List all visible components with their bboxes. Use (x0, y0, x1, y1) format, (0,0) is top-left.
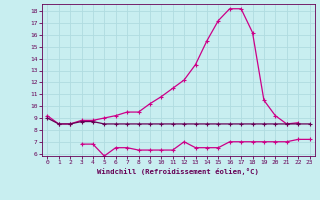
X-axis label: Windchill (Refroidissement éolien,°C): Windchill (Refroidissement éolien,°C) (98, 168, 259, 175)
